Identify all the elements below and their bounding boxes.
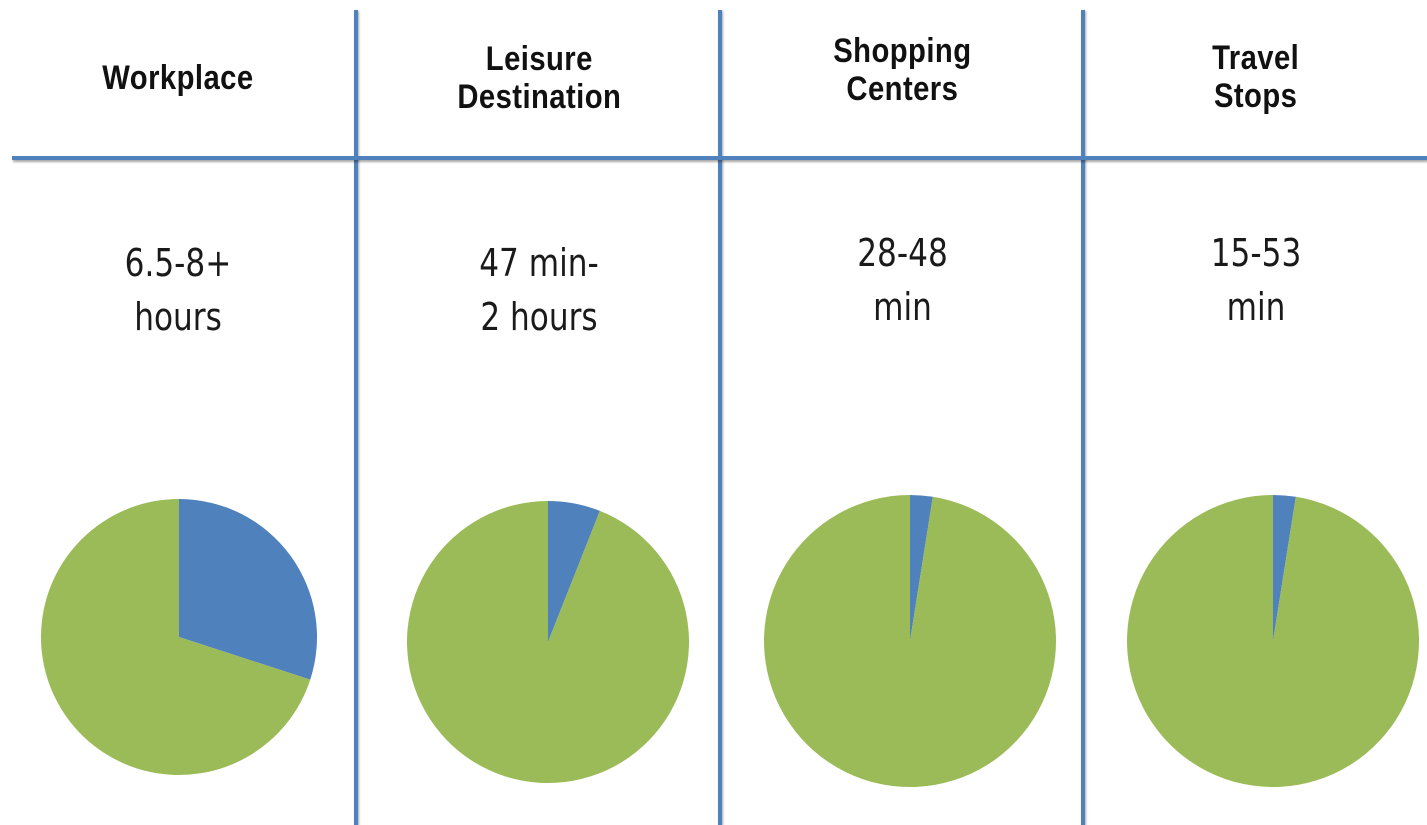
venue-header-line: Travel bbox=[1212, 39, 1300, 77]
column-divider-3 bbox=[1081, 10, 1085, 825]
pie-slice-remainder bbox=[1127, 495, 1419, 787]
venue-header-line: Stops bbox=[1214, 77, 1298, 115]
pie-slice-time-spent bbox=[179, 499, 317, 680]
duration-line: hours bbox=[134, 295, 222, 339]
pie-slice-remainder bbox=[406, 500, 689, 783]
venue-header: Workplace bbox=[0, 0, 356, 156]
venue-header-text: Shopping Centers bbox=[833, 32, 971, 108]
venue-header-line: Leisure bbox=[485, 40, 593, 78]
duration-line: 47 min- bbox=[479, 241, 599, 285]
venue-header-line: Workplace bbox=[102, 59, 254, 97]
pie-chart-travel-stops bbox=[1127, 495, 1419, 787]
duration-label: 15-53 min bbox=[1116, 226, 1396, 334]
pie-slice-time-spent bbox=[548, 501, 600, 642]
venue-column-shopping-centers: Shopping Centers 28-48 min bbox=[722, 0, 1083, 825]
venue-column-workplace: Workplace 6.5-8+ hours bbox=[0, 0, 356, 825]
pie-slice-time-spent bbox=[1273, 495, 1296, 641]
venue-column-travel-stops: Travel Stops 15-53 min bbox=[1085, 0, 1427, 825]
duration-line: min bbox=[873, 285, 932, 329]
column-divider-1 bbox=[354, 10, 358, 825]
pie-slice-remainder bbox=[763, 495, 1056, 787]
header-divider bbox=[12, 156, 1427, 160]
duration-line: 28-48 bbox=[857, 231, 948, 275]
pie-slice-remainder bbox=[40, 499, 311, 775]
pie-chart-leisure-destination bbox=[406, 500, 689, 783]
venue-column-leisure-destination: Leisure Destination 47 min- 2 hours bbox=[358, 0, 720, 825]
pie-slice-time-spent bbox=[910, 495, 933, 641]
venue-header-text: Travel Stops bbox=[1212, 39, 1299, 115]
duration-label: 47 min- 2 hours bbox=[391, 236, 688, 344]
venue-header-line: Destination bbox=[457, 78, 621, 116]
venue-header-text: Leisure Destination bbox=[457, 40, 621, 116]
venue-header: Shopping Centers bbox=[722, 0, 1083, 140]
venue-header-line: Centers bbox=[846, 70, 959, 108]
pie-chart-workplace bbox=[40, 499, 317, 775]
duration-line: 15-53 bbox=[1210, 231, 1302, 275]
venue-header: Leisure Destination bbox=[358, 0, 720, 156]
duration-label: 28-48 min bbox=[754, 226, 1050, 334]
duration-label: 6.5-8+ hours bbox=[32, 236, 324, 344]
duration-line: 6.5-8+ bbox=[124, 241, 232, 285]
venue-header: Travel Stops bbox=[1085, 0, 1427, 154]
venue-header-line: Shopping bbox=[833, 32, 972, 70]
pie-chart-shopping-centers bbox=[763, 495, 1056, 787]
duration-line: min bbox=[1226, 285, 1286, 329]
venue-header-text: Workplace bbox=[102, 59, 253, 97]
column-divider-2 bbox=[718, 10, 722, 825]
duration-line: 2 hours bbox=[480, 295, 598, 339]
